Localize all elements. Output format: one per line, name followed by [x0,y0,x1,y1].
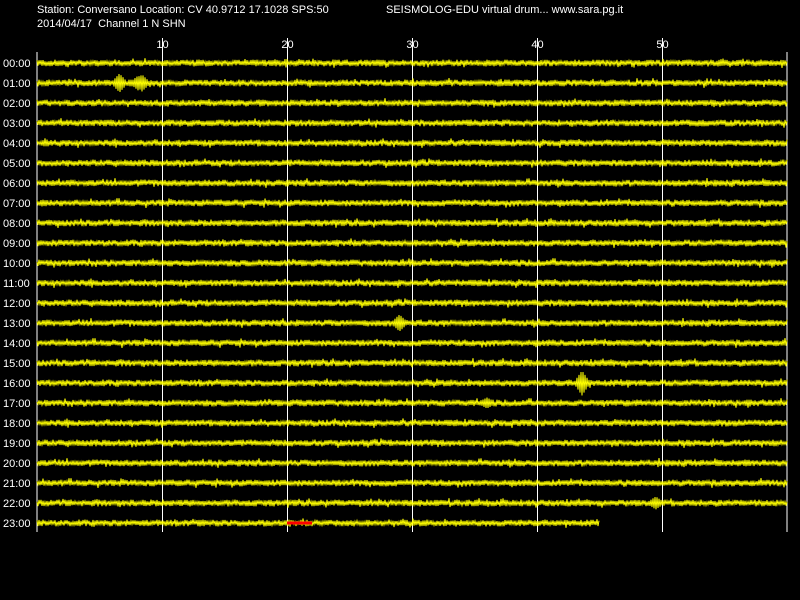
trace-0000 [36,58,788,68]
x-tick-label: 50 [656,39,668,51]
row-time-label: 20:00 [3,458,31,470]
row-time-label: 06:00 [3,178,31,190]
x-tick-label: 10 [156,39,168,51]
station-info: Station: Conversano Location: CV 40.9712… [37,4,329,16]
row-time-label: 12:00 [3,298,31,310]
trace-2300 [36,518,600,528]
x-tick-label: 40 [531,39,543,51]
trace-0600 [36,178,788,188]
row-time-label: 16:00 [3,378,31,390]
row-time-label: 17:00 [3,398,31,410]
row-time-label: 05:00 [3,158,31,170]
trace-1900 [36,438,788,448]
trace-0800 [36,218,788,228]
row-time-label: 23:00 [3,518,31,530]
date-channel-info: 2014/04/17 Channel 1 N SHN [37,18,186,30]
trace-0300 [36,118,788,128]
row-time-label: 01:00 [3,78,31,90]
row-time-label: 18:00 [3,418,31,430]
program-title: SEISMOLOG-EDU virtual drum... www.sara.p… [386,4,624,16]
trace-2200 [36,496,788,510]
trace-1100 [36,278,788,288]
row-time-label: 21:00 [3,478,31,490]
row-time-label: 04:00 [3,138,31,150]
trace-2000 [36,458,788,468]
row-time-label: 11:00 [3,278,30,290]
row-time-label: 15:00 [3,358,31,370]
trace-0400 [36,138,788,148]
current-time-marker [287,521,312,525]
row-time-label: 08:00 [3,218,31,230]
trace-1400 [36,338,788,348]
row-time-label: 02:00 [3,98,31,110]
row-time-label: 13:00 [3,318,31,330]
trace-0100 [36,73,788,93]
trace-1800 [36,418,788,428]
trace-0900 [36,238,788,248]
row-time-label: 14:00 [3,338,31,350]
row-time-label: 07:00 [3,198,31,210]
trace-1700 [36,397,788,409]
trace-1600 [36,371,788,396]
trace-1000 [36,258,788,268]
x-tick-label: 20 [281,39,293,51]
row-time-label: 09:00 [3,238,31,250]
row-time-label: 22:00 [3,498,31,510]
trace-0500 [36,158,788,168]
row-time-label: 00:00 [3,58,31,70]
trace-1300 [36,314,788,332]
trace-2100 [36,478,788,488]
row-time-label: 19:00 [3,438,31,450]
trace-1200 [36,298,788,308]
trace-1500 [36,358,788,368]
x-tick-label: 30 [406,39,418,51]
row-time-label: 03:00 [3,118,31,130]
trace-0700 [36,198,788,208]
trace-0200 [36,98,788,108]
row-time-label: 10:00 [3,258,31,270]
